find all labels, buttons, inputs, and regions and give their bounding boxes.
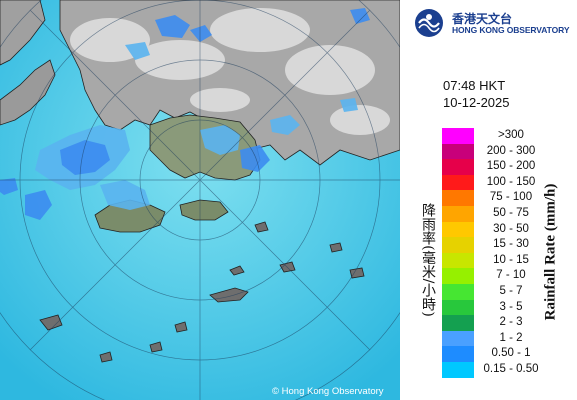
legend-label: 10 - 15 <box>493 253 529 266</box>
legend-swatch <box>442 346 474 362</box>
range-rings <box>0 0 400 400</box>
legend-swatch <box>442 174 474 191</box>
legend-swatch <box>442 315 474 331</box>
legend-swatch <box>442 361 474 378</box>
legend-title-english: Rainfall Rate (mm/h) <box>542 183 559 321</box>
legend-swatch <box>442 128 474 144</box>
legend-label: 5 - 7 <box>499 284 523 297</box>
legend-swatch <box>442 252 474 269</box>
legend-swatch <box>442 237 474 253</box>
legend-swatch <box>442 205 474 222</box>
observation-time: 07:48 HKT <box>443 78 506 93</box>
legend-swatch <box>442 299 474 316</box>
rain-echoes <box>0 8 370 220</box>
legend-label: 30 - 50 <box>493 222 529 235</box>
legend-swatch <box>442 268 474 284</box>
mainland-land-west <box>0 0 46 66</box>
legend-label: >300 <box>498 129 524 141</box>
legend-swatch <box>442 190 474 206</box>
legend-swatch <box>442 330 474 347</box>
legend-swatch <box>442 283 474 300</box>
legend-label: 3 - 5 <box>499 300 523 313</box>
legend-label: 7 - 10 <box>496 269 526 282</box>
legend-label: 15 - 30 <box>493 238 529 251</box>
hko-logo-icon <box>415 9 443 37</box>
legend-label: 150 - 200 <box>486 160 536 173</box>
legend-swatch <box>442 221 474 238</box>
outlying-islands <box>39 221 365 363</box>
copyright-text: © Hong Kong Observatory <box>272 386 384 397</box>
legend-label: 50 - 75 <box>493 206 529 219</box>
legend-label: 1 - 2 <box>499 331 523 344</box>
cloud-texture <box>70 8 390 135</box>
legend-label: 0.15 - 0.50 <box>483 362 539 375</box>
legend-swatch <box>442 159 474 175</box>
radar-map: © Hong Kong Observatory <box>0 0 400 400</box>
observation-date: 10-12-2025 <box>443 95 510 110</box>
logo-english-name: HONG KONG OBSERVATORY <box>452 25 570 35</box>
hk-island <box>179 199 229 221</box>
logo-chinese-name: 香港天文台 <box>452 12 513 26</box>
legend-label: 2 - 3 <box>499 316 523 329</box>
legend-label: 75 - 100 <box>489 191 533 204</box>
legend-title-chinese: 降雨率(毫米/小時) <box>420 203 436 317</box>
legend-label: 0.50 - 1 <box>491 347 531 360</box>
legend-swatch <box>442 143 474 160</box>
side-panel: 香港天文台 HONG KONG OBSERVATORY 07:48 HKT 10… <box>400 0 577 400</box>
legend-label: 200 - 300 <box>486 144 536 157</box>
legend-label: 100 - 150 <box>486 175 536 188</box>
western-peninsula <box>0 59 56 126</box>
